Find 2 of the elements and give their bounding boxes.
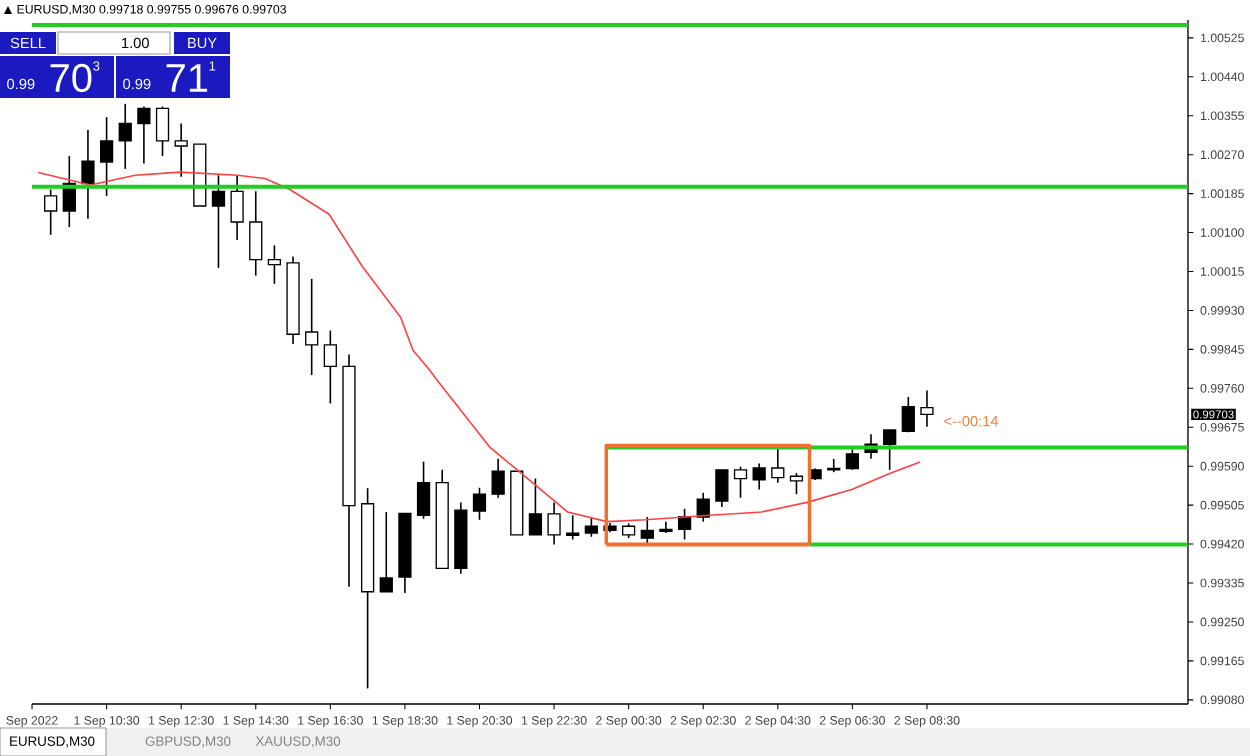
annotation: 70 bbox=[50, 63, 92, 93]
annotation: 71 bbox=[166, 64, 208, 92]
